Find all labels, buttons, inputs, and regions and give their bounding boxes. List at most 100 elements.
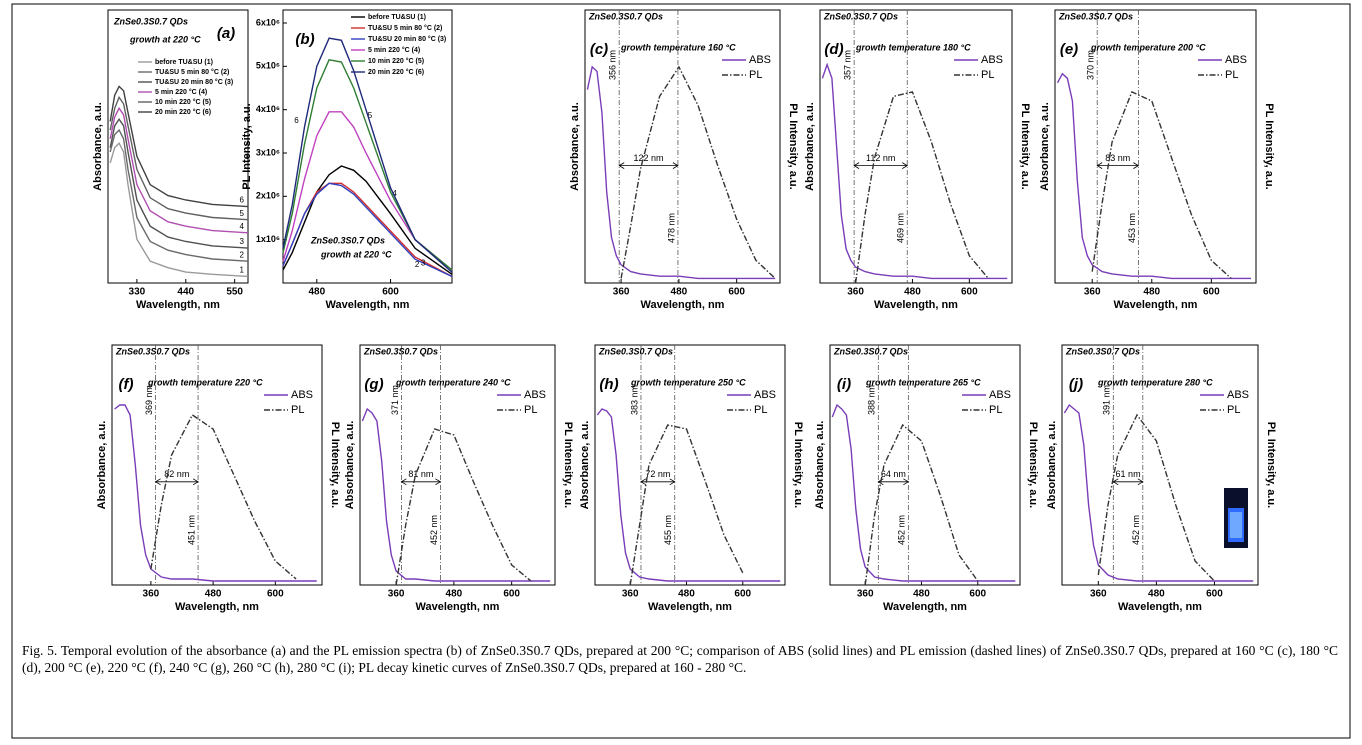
x-tick-label: 550 bbox=[226, 287, 243, 298]
width-label: 122 nm bbox=[634, 153, 664, 163]
x-tick-label: 440 bbox=[177, 287, 194, 298]
data-line bbox=[586, 65, 776, 280]
curve-number: 1 bbox=[240, 266, 245, 275]
x-tick-label: 480 bbox=[446, 589, 463, 600]
x-axis-label: Wavelength, nm bbox=[641, 299, 725, 311]
data-line bbox=[109, 128, 249, 262]
data-line bbox=[821, 62, 1008, 280]
data-line bbox=[864, 423, 979, 586]
curve-number: 3 bbox=[421, 258, 426, 267]
x-tick-label: 360 bbox=[388, 589, 405, 600]
x-axis-label: Wavelength, nm bbox=[648, 601, 732, 613]
x-tick-label: 600 bbox=[382, 287, 399, 298]
plot-frame bbox=[1054, 9, 1257, 284]
y2-axis-label: PL Intensity, a.u. bbox=[1265, 422, 1277, 508]
y2-axis-label: PL Intensity, a.u. bbox=[329, 422, 341, 508]
panel-subtitle: growth temperature 160 °C bbox=[620, 42, 736, 52]
y2-axis-label: PL Intensity, a.u. bbox=[792, 422, 804, 508]
peak-marker-label: 455 nm bbox=[663, 515, 673, 545]
x-tick-label: 600 bbox=[1203, 287, 1220, 298]
data-line bbox=[282, 59, 453, 271]
peak-marker-label: 388 nm bbox=[867, 385, 877, 415]
data-line bbox=[854, 91, 989, 284]
x-tick-label: 600 bbox=[267, 589, 284, 600]
peak-marker-label: 371 nm bbox=[390, 385, 400, 415]
x-tick-label: 480 bbox=[678, 589, 695, 600]
x-tick-label: 360 bbox=[1084, 287, 1101, 298]
y-axis-label: Absorbance, a.u. bbox=[569, 102, 581, 191]
panel-title: ZnSe0.3S0.7 QDs bbox=[833, 346, 908, 356]
data-line bbox=[282, 182, 453, 278]
y2-axis-label: PL Intensity, a.u. bbox=[562, 422, 574, 508]
legend-label: ABS bbox=[754, 389, 776, 401]
x-axis-label: Wavelength, nm bbox=[136, 299, 220, 311]
data-line bbox=[361, 407, 551, 582]
arrow-head bbox=[640, 478, 676, 486]
peak-marker-label: 452 nm bbox=[1131, 515, 1141, 545]
curve-number: 4 bbox=[240, 222, 245, 231]
y2-axis-label: PL Intensity, a.u. bbox=[1019, 103, 1031, 189]
panel-subtitle: growth temperature 220 °C bbox=[147, 377, 263, 387]
legend-label: PL bbox=[749, 69, 762, 81]
legend-label: 20 min 220 °C (6) bbox=[368, 68, 424, 76]
legend-label: 10 min 220 °C (5) bbox=[368, 57, 424, 65]
x-axis-label: Wavelength, nm bbox=[416, 601, 500, 613]
x-axis-label: Wavelength, nm bbox=[1114, 299, 1198, 311]
peak-marker-label: 356 nm bbox=[608, 50, 618, 80]
x-tick-label: 600 bbox=[728, 287, 745, 298]
x-tick-label: 360 bbox=[622, 589, 639, 600]
plot-frame bbox=[107, 9, 249, 284]
legend-label: PL bbox=[754, 404, 767, 416]
width-label: 82 nm bbox=[164, 469, 189, 479]
plot-frame bbox=[111, 344, 323, 586]
curve-number: 6 bbox=[240, 196, 245, 205]
panel-label: (g) bbox=[364, 376, 383, 393]
curve-number: 4 bbox=[392, 189, 397, 198]
panel-title: ZnSe0.3S0.7 QDs bbox=[1065, 346, 1140, 356]
legend-label: 5 min 220 °C (4) bbox=[368, 46, 420, 54]
panel-subtitle: growth temperature 180 °C bbox=[855, 42, 971, 52]
data-line bbox=[620, 65, 776, 279]
y-tick-label: 5x10⁶ bbox=[256, 61, 280, 71]
legend-label: TU&SU 20 min 80 °C (3) bbox=[368, 35, 446, 43]
peak-marker-label: 478 nm bbox=[666, 213, 676, 243]
curve-number: 5 bbox=[240, 209, 245, 218]
y-tick-label: 4x10⁶ bbox=[256, 104, 280, 114]
legend-label: 20 min 220 °C (6) bbox=[155, 108, 211, 116]
panel-subtitle: growth temperature 200 °C bbox=[1090, 42, 1206, 52]
data-line bbox=[1091, 90, 1232, 279]
plot-frame bbox=[584, 9, 781, 284]
panel-subtitle: growth at 220 °C bbox=[129, 34, 201, 44]
y-axis-label: PL Intensity, a.u. bbox=[241, 103, 253, 189]
data-line bbox=[109, 117, 249, 249]
peak-marker-label: 369 nm bbox=[144, 385, 154, 415]
x-tick-label: 360 bbox=[613, 287, 630, 298]
y2-axis-label: PL Intensity, a.u. bbox=[787, 103, 799, 189]
legend-label: before TU&SU (1) bbox=[368, 14, 426, 21]
data-line bbox=[150, 413, 297, 580]
legend-label: ABS bbox=[291, 389, 313, 401]
panel-subtitle: growth temperature 250 °C bbox=[630, 377, 746, 387]
data-line bbox=[282, 165, 453, 275]
annotation-title: ZnSe0.3S0.7 QDs bbox=[310, 235, 385, 245]
x-tick-label: 600 bbox=[1206, 589, 1223, 600]
panel-subtitle: growth temperature 240 °C bbox=[395, 377, 511, 387]
data-line bbox=[114, 404, 317, 582]
legend-label: PL bbox=[1225, 69, 1238, 81]
peak-marker-label: 452 nm bbox=[429, 515, 439, 545]
panel-subtitle: growth temperature 265 °C bbox=[865, 377, 981, 387]
data-line bbox=[282, 37, 453, 273]
legend-label: TU&SU 5 min 80 °C (2) bbox=[155, 68, 229, 76]
plot-frame bbox=[282, 9, 453, 284]
peak-marker-label: 391 nm bbox=[1102, 385, 1112, 415]
width-label: 83 nm bbox=[1105, 153, 1130, 163]
arrow-head bbox=[853, 162, 909, 169]
legend-label: PL bbox=[989, 404, 1002, 416]
panel-label: (e) bbox=[1060, 41, 1078, 58]
data-line bbox=[395, 428, 532, 586]
legend-label: ABS bbox=[1225, 54, 1247, 66]
width-label: 81 nm bbox=[408, 469, 433, 479]
data-line bbox=[629, 424, 744, 586]
